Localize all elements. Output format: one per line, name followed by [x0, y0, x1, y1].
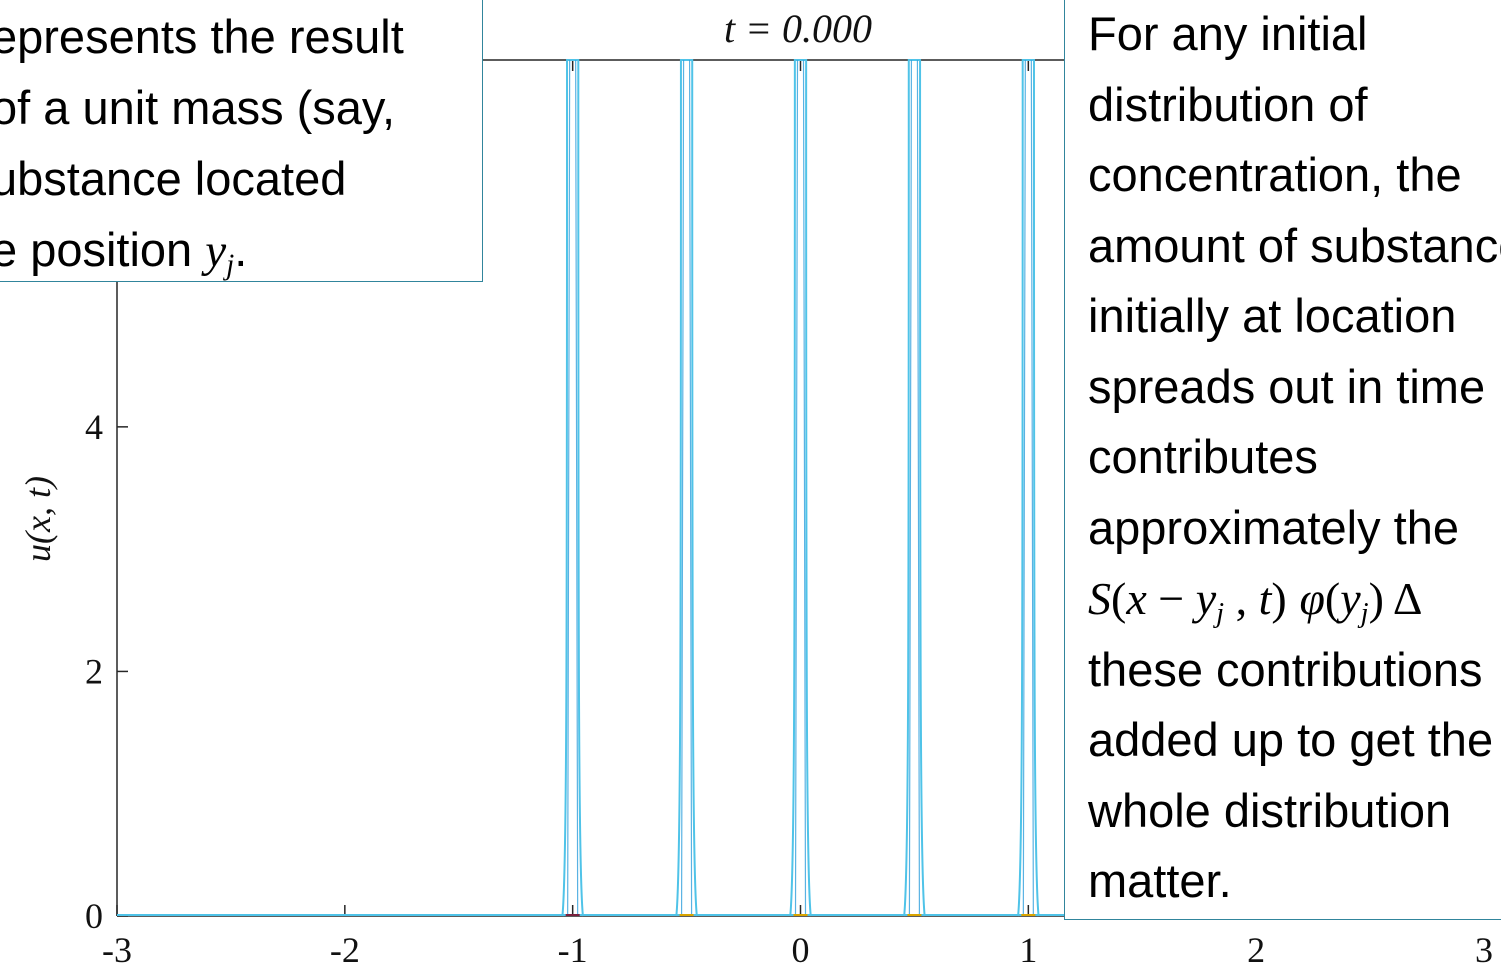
callout-period: .: [234, 223, 248, 276]
y-tick-label: 0: [85, 896, 103, 936]
math-paren: (: [1111, 573, 1127, 624]
math-sub-j: j: [1360, 597, 1369, 629]
x-tick-label: 2: [1247, 930, 1265, 969]
spike-inner-line: [680, 59, 693, 915]
math-sub-j: j: [226, 249, 235, 282]
callout-line: distribution of: [1088, 77, 1368, 131]
math-y: y: [1340, 573, 1361, 624]
math-paren: (: [1324, 573, 1341, 624]
spike-inner-line: [794, 59, 807, 915]
callout-line: ubstance located: [0, 152, 347, 205]
callout-text: e position: [0, 223, 193, 276]
callout-line: of a unit mass (say,: [0, 81, 395, 134]
x-tick-label: -2: [330, 930, 360, 969]
callout-unit-mass: epresents the result of a unit mass (say…: [0, 0, 483, 282]
callout-line: epresents the result: [0, 10, 404, 63]
x-tick-label: -3: [102, 930, 132, 969]
y-tick-label: 4: [85, 407, 103, 447]
callout-superposition: For any initial distribution of concentr…: [1064, 0, 1501, 920]
callout-line: whole distribution: [1088, 783, 1452, 837]
callout-line: For any initial: [1088, 7, 1368, 60]
spike-outer-line: [789, 59, 812, 917]
math-var-y: y: [205, 225, 227, 277]
callout-line: added up to get the: [1088, 713, 1494, 766]
y-axis-label: u(x, t): [18, 476, 58, 562]
callout-line: these contributions: [1088, 642, 1483, 696]
x-tick-label: -1: [558, 930, 588, 969]
math-comma: ,: [1224, 573, 1259, 624]
callout-line: contributes: [1088, 430, 1318, 483]
callout-line: concentration, the: [1088, 148, 1462, 201]
chart-title: t = 0.000: [724, 6, 872, 51]
x-tick-label: 0: [792, 930, 810, 969]
callout-line: e position yj.: [0, 214, 482, 282]
spike-outer-line: [675, 59, 698, 917]
callout-line: initially at location: [1088, 289, 1457, 342]
spike-outer-line: [1017, 59, 1040, 917]
callout-line: amount of substance: [1088, 218, 1501, 272]
spike-inner-line: [1022, 59, 1034, 915]
math-paren: ): [1271, 573, 1287, 624]
spike-inner-line: [567, 59, 579, 915]
math-S: S: [1088, 573, 1111, 624]
math-phi: φ: [1299, 573, 1325, 624]
math-x: x: [1126, 573, 1147, 624]
x-tick-label: 3: [1475, 930, 1493, 969]
spike-outer-line: [561, 59, 584, 917]
math-t: t: [1258, 573, 1272, 624]
callout-line: matter.: [1088, 854, 1232, 907]
math-delta: Δ: [1383, 573, 1423, 624]
math-sub-j: j: [1216, 597, 1225, 629]
spike-outer-line: [903, 59, 926, 917]
math-paren: ): [1368, 573, 1384, 624]
x-tick-label: 1: [1019, 930, 1037, 969]
y-tick-label: 2: [85, 651, 103, 691]
callout-line: approximately the: [1088, 500, 1459, 554]
math-y: y: [1195, 573, 1217, 624]
math-minus: −: [1146, 573, 1196, 624]
spike-inner-line: [908, 59, 921, 915]
callout-formula: S(x − yj , t) φ(yj) Δ: [1088, 563, 1501, 635]
callout-line: spreads out in time: [1088, 359, 1486, 413]
